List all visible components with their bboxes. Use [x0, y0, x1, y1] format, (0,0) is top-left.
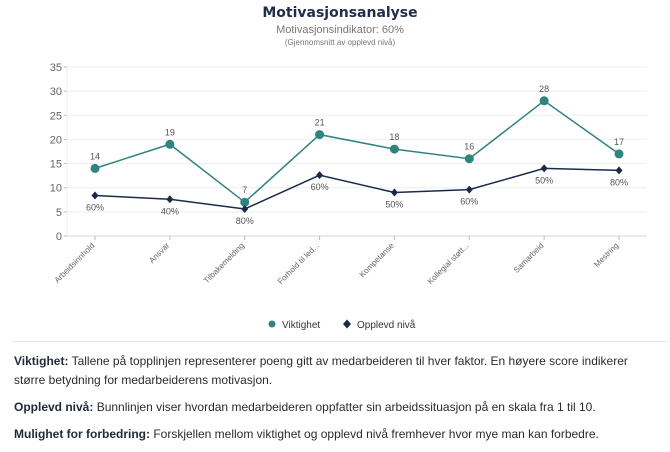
x-tick-label: Tilbakemelding [202, 241, 246, 285]
data-label: 17 [614, 137, 624, 147]
data-label: 60% [86, 202, 104, 212]
y-tick-label: 25 [50, 110, 62, 122]
legend: Viktighet Opplevd nivå [268, 319, 416, 331]
note-text: Forskjellen mellom viktighet og opplevd … [149, 427, 599, 441]
data-label: 80% [236, 216, 254, 226]
y-tick-label: 10 [50, 183, 62, 195]
data-label: 7 [242, 185, 247, 195]
note-text: Tallene på topplinjen representerer poen… [14, 354, 628, 387]
data-point [540, 164, 548, 173]
data-point [90, 163, 100, 173]
explanation-notes: Viktighet: Tallene på topplinjen represe… [14, 352, 659, 452]
data-point [241, 204, 249, 213]
y-tick-label: 35 [50, 62, 62, 74]
data-point [465, 185, 473, 194]
data-label: 14 [90, 151, 100, 161]
data-point [389, 144, 399, 154]
y-tick-label: 30 [50, 86, 62, 98]
data-point [165, 139, 175, 149]
x-tick-label: Forhold til led... [276, 241, 321, 286]
y-tick-label: 20 [50, 134, 62, 146]
note-label: Viktighet: [14, 354, 69, 368]
data-point [539, 96, 549, 106]
series-line-opplevd-niva [94, 167, 620, 210]
data-label: 50% [535, 175, 553, 185]
x-tick-label: Samarbeid [512, 241, 546, 275]
note-label: Mulighet for forbedring: [14, 427, 150, 441]
data-point [614, 149, 624, 159]
data-point [166, 195, 174, 204]
data-label: 28 [539, 84, 549, 94]
data-label: 40% [161, 206, 179, 216]
divider [12, 341, 667, 342]
data-label: 16 [464, 142, 474, 152]
line-chart: Motivasjonsanalyse Motivasjonsindikator:… [50, 5, 647, 331]
data-label: 19 [165, 127, 175, 137]
y-tick-label: 15 [50, 159, 62, 171]
data-label: 80% [610, 177, 628, 187]
note-label: Opplevd nivå: [14, 400, 94, 414]
data-label: 50% [385, 200, 403, 210]
data-point [390, 188, 398, 197]
legend-label: Opplevd nivå [357, 319, 416, 331]
y-tick-label: 0 [56, 231, 62, 243]
legend-item-opplevd-niva[interactable]: Opplevd nivå [343, 319, 416, 331]
note-forbedring: Mulighet for forbedring: Forskjellen mel… [14, 425, 659, 444]
legend-label: Viktighet [282, 320, 320, 331]
x-tick-label: Kollegial støtt... [426, 241, 471, 286]
y-tick-label: 5 [56, 207, 62, 219]
data-label: 60% [311, 182, 329, 192]
data-point [91, 191, 99, 200]
legend-diamond-icon [343, 319, 351, 329]
chart-subtitle: Motivasjonsindikator: 60% [276, 24, 404, 36]
data-label: 60% [460, 197, 478, 207]
x-tick-label: Kompetanse [358, 241, 397, 280]
x-tick-label: Arbeidsinnhold [53, 241, 97, 285]
x-tick-label: Ansvar [147, 241, 171, 265]
legend-circle-icon [268, 320, 276, 328]
series-line-viktighet [94, 99, 620, 204]
data-label: 21 [315, 118, 325, 128]
x-tick-label: Mestring [592, 241, 620, 269]
data-point [316, 171, 324, 180]
data-point [315, 130, 325, 140]
data-point [464, 154, 474, 164]
note-opplevd-niva: Opplevd nivå: Bunnlinjen viser hvordan m… [14, 398, 659, 417]
legend-item-viktighet[interactable]: Viktighet [268, 320, 321, 331]
chart-subsubtitle: (Gjennomsnitt av opplevd nivå) [285, 38, 396, 47]
data-point [240, 197, 250, 207]
data-point [615, 166, 623, 175]
data-label: 18 [389, 132, 399, 142]
note-text: Bunnlinjen viser hvordan medarbeideren o… [93, 400, 596, 414]
chart-title: Motivasjonsanalyse [262, 5, 417, 21]
note-viktighet: Viktighet: Tallene på topplinjen represe… [14, 352, 659, 390]
